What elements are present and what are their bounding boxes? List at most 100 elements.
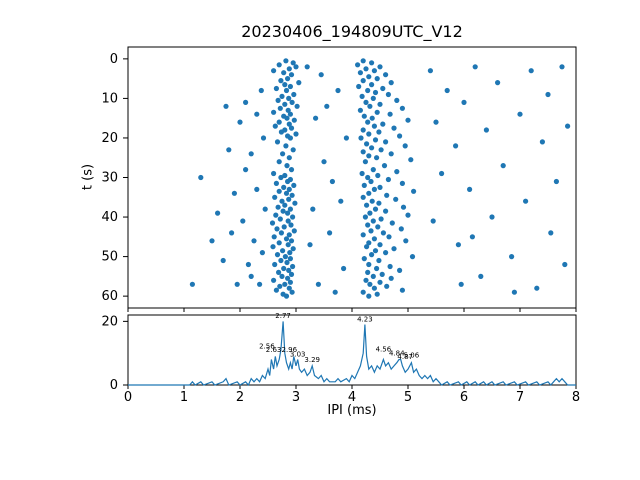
scatter-point [370,167,376,173]
scatter-point [307,242,313,248]
y-tick-label: 0 [110,378,118,393]
scatter-point [287,279,293,285]
scatter-point [277,105,283,111]
scatter-point [371,123,377,129]
scatter-point [291,182,297,188]
scatter-point [469,234,475,240]
scatter-point [384,192,390,198]
scatter-point [361,182,367,188]
scatter-point [280,208,286,214]
scatter-point [378,216,384,222]
scatter-point [223,103,229,109]
scatter-point [275,204,281,210]
scatter-point [374,291,380,297]
scatter-point [408,157,414,163]
scatter-point [291,228,297,234]
scatter-point [369,82,375,88]
scatter-point [275,97,281,103]
scatter-point [243,167,249,173]
scatter-point [285,178,291,185]
scatter-point [444,87,450,94]
scatter-point [287,135,293,141]
scatter-point [277,216,283,222]
scatter-point [286,66,292,72]
scatter-point [358,135,364,141]
scatter-point [453,143,459,149]
scatter-point [288,125,295,131]
scatter-point [389,220,395,226]
scatter-point [276,159,282,165]
scatter-point [365,222,371,228]
scatter-point [287,83,293,90]
scatter-point [276,119,282,125]
scatter-point [367,210,373,216]
scatter-point [367,281,373,287]
scatter-point [285,242,291,248]
scatter-point [376,257,382,264]
scatter-point [397,133,403,139]
scatter-point [371,236,377,242]
scatter-point [385,91,391,98]
scatter-point [523,198,529,204]
scatter-point [254,111,260,117]
scatter-point [365,269,371,275]
scatter-point [286,267,292,273]
scatter-point [361,113,367,119]
scatter-point [276,188,282,194]
scatter-point [387,111,393,117]
scatter-point [283,58,289,64]
scatter-point [366,261,372,268]
scatter-point [383,72,389,78]
scatter-point [271,170,277,177]
scatter-point [363,66,369,72]
x-tick-label: 8 [572,390,580,405]
scatter-point [360,127,366,133]
scatter-point [335,87,341,94]
x-tick-label: 2 [236,390,244,405]
scatter-point [377,64,383,70]
x-tick-label: 4 [348,390,356,405]
scatter-point [286,285,292,291]
scatter-point [398,226,404,232]
scatter-point [391,125,397,131]
scatter-point [367,103,373,109]
scatter-point [388,275,394,281]
scatter-point [245,261,251,268]
peak-annotation: 2.96 [282,346,298,354]
scatter-point [565,123,571,129]
scatter-point [282,82,288,88]
scatter-point [231,190,237,196]
scatter-point [304,64,310,70]
scatter-point [289,99,295,105]
scatter-point [377,184,383,190]
scatter-point [271,109,277,115]
scatter-point [380,230,386,236]
scatter-point [284,115,290,121]
scatter-point [381,163,388,169]
y-tick-label: 50 [101,250,118,265]
peak-annotation: 5.06 [404,352,420,360]
scatter-point [364,202,370,208]
scatter-point [509,254,515,260]
scatter-point [220,257,226,264]
scatter-point [189,281,195,287]
scatter-point [383,250,389,256]
scatter-point [534,285,540,291]
scatter-point [259,250,265,256]
scatter-point [287,250,293,256]
scatter-point [372,248,379,254]
scatter-point [405,117,411,123]
scatter-point [366,240,372,246]
scatter-point [364,141,370,147]
chart-title: 20230406_194809UTC_V12 [241,22,463,41]
scatter-point [369,60,375,66]
scatter-point [388,80,394,86]
scatter-point [262,206,268,212]
scatter-point [296,80,302,86]
scatter-point [376,129,382,135]
scatter-point [489,214,495,220]
scatter-point [258,87,264,94]
scatter-point [366,131,372,137]
scatter-point [355,62,361,68]
scatter-point [291,91,297,98]
